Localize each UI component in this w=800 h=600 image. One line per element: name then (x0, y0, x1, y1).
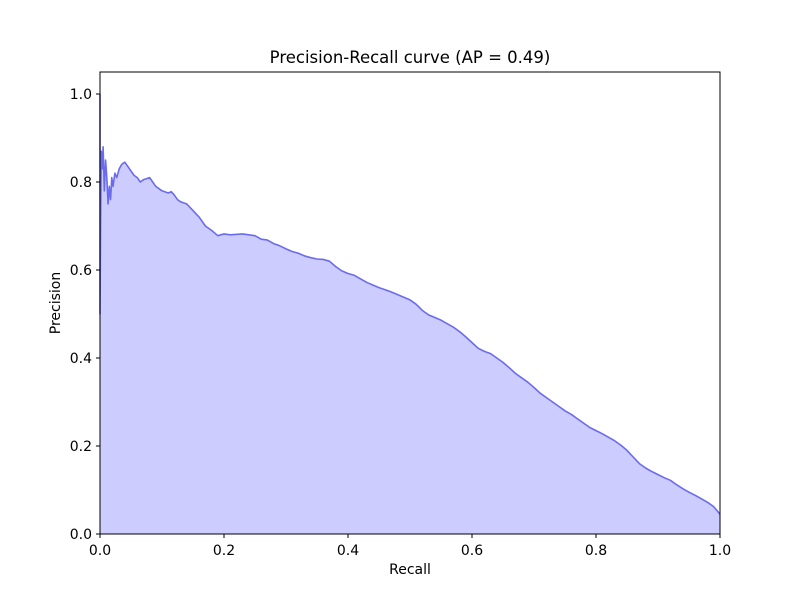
x-tick-label: 0.8 (585, 543, 607, 559)
pr-curve-line (99, 94, 721, 515)
y-tick-label: 1.0 (70, 87, 92, 103)
x-tick-label: 1.0 (709, 543, 731, 559)
x-tick-label: 0.0 (89, 543, 111, 559)
y-tick-label: 0.0 (70, 527, 92, 543)
y-axis-label: Precision (48, 272, 64, 334)
plot-area (99, 94, 721, 534)
y-tick-label: 0.6 (70, 263, 92, 279)
axes-frame (99, 71, 721, 535)
x-axis-label: Recall (389, 562, 431, 578)
y-tick-label: 0.2 (70, 439, 92, 455)
x-tick-label: 0.4 (337, 543, 359, 559)
x-tick-label: 0.6 (461, 543, 483, 559)
y-axis-ticks: 0.0 0.2 0.4 0.6 0.8 1.0 (70, 87, 100, 543)
y-tick-label: 0.4 (70, 351, 92, 367)
chart-title: Precision-Recall curve (AP = 0.49) (270, 48, 551, 67)
y-tick-label: 0.8 (70, 175, 92, 191)
x-tick-label: 0.2 (213, 543, 235, 559)
x-axis-ticks: 0.0 0.2 0.4 0.6 0.8 1.0 (89, 534, 731, 559)
pr-area-fill (100, 94, 720, 534)
